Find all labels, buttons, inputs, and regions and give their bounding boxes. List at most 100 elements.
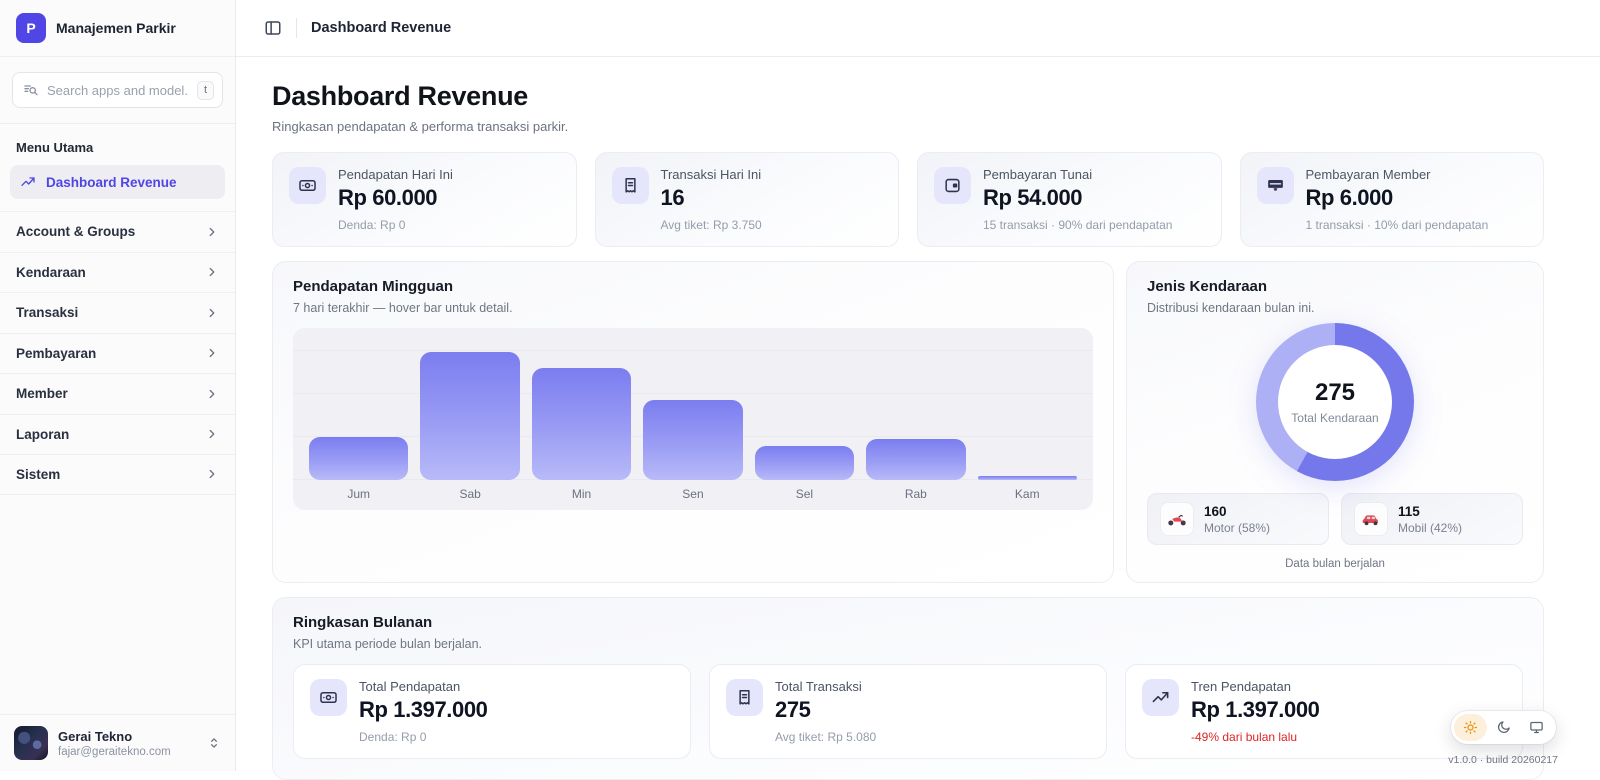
stat-sub: Denda: Rp 0 [338,218,406,232]
bar-kam[interactable] [977,475,1077,480]
middle-row: Pendapatan Mingguan 7 hari terakhir — ho… [272,261,1544,583]
monthly-card-total-pendapatan: Total Pendapatan Rp 1.397.000 Denda: Rp … [293,664,691,759]
x-tick-label: Sen [682,487,704,501]
legend-value: 115 [1398,503,1420,519]
stat-card-body: Pembayaran Tunai Rp 54.000 15 transaksi … [983,167,1172,232]
legend-body: 160 Motor (58%) [1204,504,1270,535]
chevron-right-icon [205,306,219,320]
stat-sub: Avg tiket: Rp 3.750 [660,218,762,232]
bar-column [860,338,971,480]
monthly-title: Ringkasan Bulanan [293,614,433,631]
theme-system-button[interactable] [1520,714,1553,741]
bar-jum[interactable] [309,437,409,480]
car-icon [1354,502,1388,536]
donut-total-label: Total Kendaraan [1291,411,1379,425]
stat-value: 16 [660,185,685,210]
user-email: fajar@geraitekno.com [58,745,171,758]
monthly-subtitle: KPI utama periode bulan berjalan. [293,637,483,651]
sidebar-item-dashboard-revenue[interactable]: Dashboard Revenue [10,165,225,199]
legend-value: 160 [1204,503,1227,519]
monitor-icon [1530,721,1543,734]
stat-label: Pembayaran Member [1305,167,1431,182]
sidebar-group-pembayaran[interactable]: Pembayaran [0,332,235,374]
trending-up-icon [1142,679,1179,716]
app-logo: P [16,13,46,43]
stat-value: Rp 6.000 [1305,185,1394,210]
stat-value: Rp 60.000 [338,185,438,210]
page-subtitle: Ringkasan pendapatan & performa transaks… [272,119,569,134]
vehicle-title: Jenis Kendaraan [1147,278,1268,295]
theme-light-button[interactable] [1454,714,1487,741]
group-label: Member [16,386,68,402]
content: Dashboard Revenue Ringkasan pendapatan &… [236,57,1600,780]
bar-sab[interactable] [420,352,520,480]
bar-column [749,338,860,480]
stat-value: Rp 1.397.000 [1191,697,1320,722]
stat-card-body: Transaksi Hari Ini 16 Avg tiket: Rp 3.75… [661,167,762,232]
stat-card-body: Pembayaran Member Rp 6.000 1 transaksi ·… [1306,167,1489,232]
search-input[interactable] [47,82,189,98]
bar-sel[interactable] [754,445,855,480]
x-tick-label: Kam [1014,487,1040,501]
chevron-right-icon [205,346,219,360]
stat-sub: Denda: Rp 0 [359,730,427,744]
user-menu[interactable]: Gerai Tekno fajar@geraitekno.com [0,714,235,771]
x-tick-label: Sab [459,487,481,501]
stat-card-pendapatan-hari-ini: Pendapatan Hari Ini Rp 60.000 Denda: Rp … [272,152,577,247]
stat-card-body: Total Transaksi 275 Avg tiket: Rp 5.080 [775,679,876,744]
sidebar-group-member[interactable]: Member [0,373,235,414]
search-box[interactable]: t [12,72,223,108]
receipt-icon [611,167,649,204]
sidebar-group-sistem[interactable]: Sistem [0,454,235,495]
bar-sen[interactable] [643,400,743,480]
stat-value: Rp 54.000 [983,185,1083,210]
chevron-right-icon [205,387,219,401]
topbar: Dashboard Revenue [236,0,1600,57]
group-label: Laporan [16,426,70,442]
bar-rab[interactable] [866,438,966,480]
bar-column [414,338,525,480]
search-shortcut-key: t [196,80,214,100]
group-label: Sistem [16,466,61,482]
sidebar-group-kendaraan[interactable]: Kendaraan [0,251,235,293]
sidebar-item-label: Dashboard Revenue [46,174,177,190]
vehicle-footer: Data bulan berjalan [1285,558,1385,570]
avatar [14,726,48,760]
monthly-summary-panel: Ringkasan Bulanan KPI utama periode bula… [272,597,1544,780]
card-terminal-icon [1256,167,1294,204]
main: Dashboard Revenue Dashboard Revenue Ring… [236,0,1600,780]
stat-sub: 1 transaksi · 10% dari pendapatan [1305,218,1489,232]
sidebar-group-transaksi[interactable]: Transaksi [0,292,235,333]
sidebar-group-account-groups[interactable]: Account & Groups [0,211,235,252]
group-label: Transaksi [16,305,79,321]
stat-card-body: Pendapatan Hari Ini Rp 60.000 Denda: Rp … [338,167,453,232]
weekly-x-labels: Jum Sab Min Sen Sel Rab Kam [303,482,1083,506]
stat-card-pembayaran-member: Pembayaran Member Rp 6.000 1 transaksi ·… [1239,152,1544,247]
stat-card-transaksi-hari-ini: Transaksi Hari Ini 16 Avg tiket: Rp 3.75… [594,152,899,247]
sidebar-toggle-button[interactable] [264,19,282,37]
weekly-subtitle: 7 hari terakhir — hover bar untuk detail… [293,301,513,315]
weekly-revenue-panel: Pendapatan Mingguan 7 hari terakhir — ho… [272,261,1114,583]
version-text: v1.0.0 · build 20260217 [1448,754,1558,766]
bar-column [526,338,637,480]
legend-mobil: 115 Mobil (42%) [1341,493,1523,545]
stat-label: Pembayaran Tunai [983,167,1093,182]
x-tick-label: Jum [347,487,371,501]
app-name: Manajemen Parkir [56,20,176,36]
theme-dark-button[interactable] [1487,714,1520,741]
stat-label: Transaksi Hari Ini [660,167,762,182]
chevrons-up-down-icon [211,738,217,748]
bar-column [972,338,1083,480]
chevron-right-icon [205,427,219,441]
sidebar-group-laporan[interactable]: Laporan [0,413,235,455]
sidebar-search-section: t [0,57,235,124]
trending-up-icon [20,174,36,190]
stat-label: Total Pendapatan [359,679,461,694]
receipt-icon [726,679,763,716]
chevron-right-icon [205,225,219,239]
theme-switcher [1451,711,1556,744]
bar-min[interactable] [531,367,632,480]
sidebar-section-label: Menu Utama [16,140,94,155]
moon-icon [1497,721,1510,734]
legend-motor: 160 Motor (58%) [1147,493,1329,545]
